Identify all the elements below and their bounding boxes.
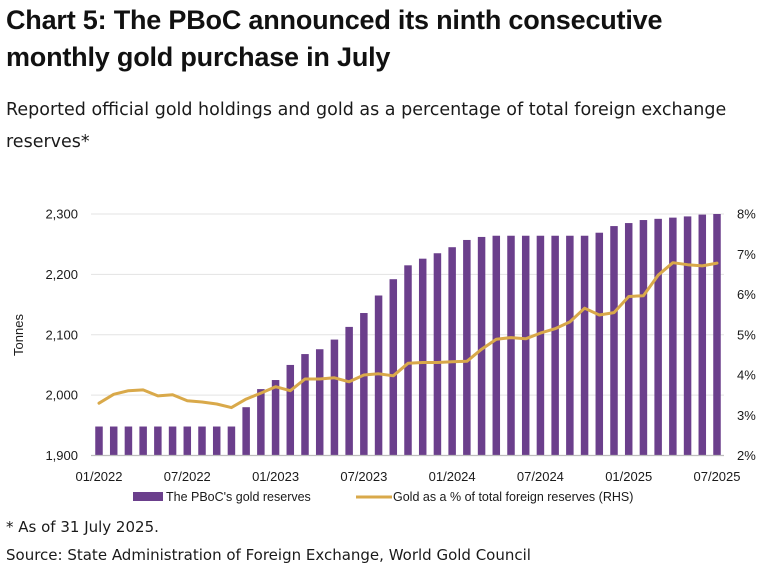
bar <box>698 214 707 456</box>
bar <box>257 389 265 456</box>
bar <box>654 218 662 456</box>
x-tick-label: 07/2023 <box>340 469 387 484</box>
bar <box>154 426 162 456</box>
y2-tick-label: 6% <box>737 287 756 302</box>
bar <box>271 380 280 456</box>
bar <box>507 235 515 456</box>
x-tick-label: 01/2025 <box>605 469 652 484</box>
bar <box>183 426 192 456</box>
y-axis-label: Tonnes <box>11 314 26 356</box>
bar <box>418 258 427 456</box>
bar <box>242 407 250 456</box>
y-tick-label: 2,000 <box>45 388 78 403</box>
y2-tick-label: 3% <box>737 408 756 423</box>
line-gold-percentage <box>97 261 719 410</box>
chart-title: Chart 5: The PBoC announced its ninth co… <box>6 5 663 72</box>
y2-tick-label: 5% <box>737 327 756 342</box>
bar <box>389 279 398 456</box>
x-tick-label: 01/2023 <box>252 469 299 484</box>
y-tick-label: 2,100 <box>45 327 78 342</box>
legend: The PBoC's gold reserves Gold as a % of … <box>133 490 633 504</box>
bar <box>330 339 339 456</box>
line-series <box>97 261 719 410</box>
y2-tick-label: 4% <box>737 368 756 383</box>
bar <box>521 235 530 456</box>
bar <box>669 217 677 456</box>
footnote: * As of 31 July 2025. <box>6 518 159 536</box>
bar <box>551 235 559 456</box>
bar-series <box>95 214 721 456</box>
bar <box>124 426 133 456</box>
axes: 1,900 2,000 2,100 2,200 2,300 2% 3% 4% 5% 6% 7% 8% 0… <box>45 207 756 485</box>
bar <box>168 426 177 456</box>
bar <box>345 326 353 456</box>
source-note: Source: State Administration of Foreign … <box>6 546 531 564</box>
bar <box>610 226 618 456</box>
bar <box>95 426 103 456</box>
bar <box>683 216 692 456</box>
y2-tick-label: 7% <box>737 247 756 262</box>
x-tick-label: 01/2024 <box>429 469 476 484</box>
x-tick-label: 01/2022 <box>76 469 123 484</box>
bar <box>713 214 721 456</box>
bar <box>566 235 574 456</box>
bar <box>374 295 383 456</box>
y-tick-label: 2,200 <box>45 267 78 282</box>
bar <box>198 426 206 456</box>
bar <box>301 354 309 456</box>
bar <box>433 253 442 456</box>
bar <box>477 236 486 456</box>
bar <box>286 364 295 456</box>
chart-subtitle: Reported official gold holdings and gold… <box>6 100 727 152</box>
x-tick-label: 07/2022 <box>164 469 211 484</box>
bar <box>595 232 604 456</box>
legend-label-line: Gold as a % of total foreign reserves (R… <box>393 490 633 504</box>
legend-swatch-bars <box>133 492 163 501</box>
bar <box>624 223 633 456</box>
bar <box>139 426 147 456</box>
x-tick-label: 07/2025 <box>694 469 741 484</box>
y2-tick-label: 2% <box>737 448 756 463</box>
bar <box>463 239 471 456</box>
bar <box>536 235 545 456</box>
bar <box>109 426 118 456</box>
x-tick-label: 07/2024 <box>517 469 564 484</box>
bar <box>404 265 412 456</box>
legend-label-bars: The PBoC's gold reserves <box>166 490 311 504</box>
y-tick-label: 1,900 <box>45 448 78 463</box>
bar <box>580 235 589 456</box>
bar <box>360 313 368 456</box>
y-tick-label: 2,300 <box>45 207 78 222</box>
y2-tick-label: 8% <box>737 207 756 222</box>
bar <box>448 247 456 456</box>
bar <box>492 235 501 456</box>
bar <box>315 349 324 456</box>
bar <box>227 426 236 456</box>
bar <box>639 220 648 456</box>
bar <box>212 426 221 456</box>
